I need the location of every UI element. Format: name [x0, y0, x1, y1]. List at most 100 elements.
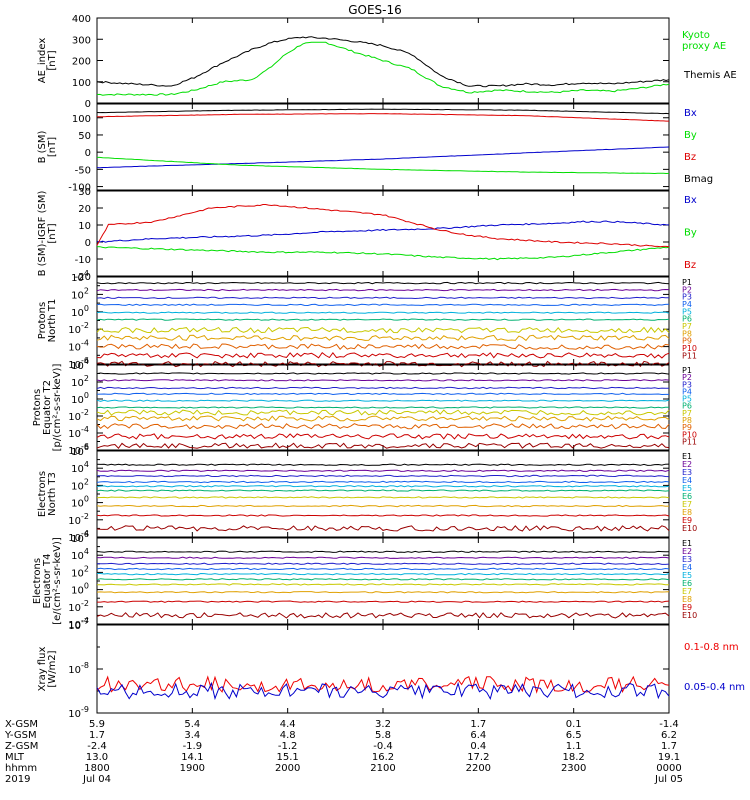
ephem-value: 14.1 [181, 752, 203, 763]
y-tick-label: 400 [72, 14, 91, 25]
y-tick-label: 100 [71, 391, 89, 406]
legend-entry: P8 [682, 329, 692, 338]
series-line [96, 550, 669, 553]
series-line [96, 36, 670, 88]
legend-entry: P4 [682, 387, 692, 396]
legend-entry: E3 [682, 555, 692, 564]
y-tick-label: 106 [71, 443, 89, 458]
legend-entry: Bmag [684, 174, 713, 185]
ephem-value: 2300 [561, 763, 586, 774]
ephem-value: -2.4 [87, 741, 107, 752]
series-line [96, 318, 670, 321]
ephem-value: 1900 [180, 763, 205, 774]
y-tick-label: 102 [71, 477, 89, 492]
y-tick-label: 100 [71, 495, 89, 510]
y-tick-label: 0 [85, 148, 91, 159]
y-axis-label: Equator T4 [42, 554, 53, 609]
legend-entry: P4 [682, 300, 692, 309]
series-line [96, 525, 670, 532]
y-tick-label: 10-6 [68, 442, 89, 457]
series-line [97, 600, 670, 603]
series-line [96, 612, 670, 619]
legend-entry: P1 [682, 278, 692, 287]
legend-entry: P7 [682, 409, 692, 418]
y-axis-label: B (SM) [37, 130, 48, 163]
legend-entry: Kyoto [682, 30, 710, 41]
y-tick-label: -50 [75, 165, 91, 176]
legend-entry: E6 [682, 492, 692, 501]
ephem-value: 5.9 [89, 719, 105, 730]
y-axis-label: [p/(cm²-s-sr-keV)] [52, 364, 63, 452]
y-tick-label: 10-2 [68, 599, 89, 614]
legend-entry: P10 [682, 430, 697, 439]
y-axis-label: [W/m2] [47, 650, 58, 687]
ephem-value: 6.2 [661, 730, 677, 741]
series-line [96, 583, 670, 586]
y-tick-label: 300 [72, 35, 91, 46]
legend-entry: E5 [682, 571, 692, 580]
series-line [96, 578, 670, 581]
legend-entry: E9 [682, 603, 692, 612]
legend-entry: P3 [682, 380, 692, 389]
legend-entry: E1 [682, 539, 692, 548]
legend-entry: P8 [682, 416, 692, 425]
legend-entry: P5 [682, 307, 692, 316]
y-axis-label: B (SM)-IGRF (SM) [37, 191, 48, 277]
year-label: 2019 [5, 774, 30, 785]
y-tick-label: 10-8 [68, 661, 89, 676]
y-tick-label: 10-9 [68, 705, 89, 720]
legend-entry: E7 [682, 500, 692, 509]
ephem-row-label: Z-GSM [5, 741, 38, 752]
y-tick-label: 10-6 [68, 356, 89, 371]
y-tick-label: -20 [75, 272, 91, 283]
ephem-value: -1.2 [278, 741, 298, 752]
series-line [97, 156, 670, 175]
ephem-value: 4.8 [280, 730, 296, 741]
y-tick-label: -100 [68, 183, 91, 194]
y-tick-label: 100 [72, 78, 91, 89]
legend-entry: By [684, 130, 697, 141]
panel-frame [96, 190, 670, 277]
legend-entry: Bx [684, 108, 697, 119]
legend-entry: 0.05-0.4 nm [684, 682, 745, 693]
y-tick-label: 10-4 [68, 339, 89, 354]
series-line [96, 675, 670, 694]
legend-entry: Bx [684, 195, 697, 206]
series-line [96, 41, 670, 96]
ephem-value: 5.4 [184, 719, 200, 730]
series-line [96, 343, 670, 350]
y-axis-label: Electrons [37, 471, 48, 517]
y-tick-label: 102 [71, 564, 89, 579]
legend-entry: P9 [682, 337, 692, 346]
legend-entry: P6 [682, 315, 692, 324]
legend-entry: P2 [682, 285, 692, 294]
legend-entry: E7 [682, 587, 692, 596]
ephemeris-table: X-GSM 5.9 5.4 4.4 3.2 1.7 0.1 -1.4 Y-GSM 1.7 3.4 4.… [4, 719, 683, 785]
series-line [96, 146, 670, 169]
series-line [96, 567, 670, 571]
series-line [96, 433, 670, 440]
series-line [97, 474, 670, 478]
series-line [96, 496, 670, 499]
legend-entry: E1 [682, 452, 692, 461]
y-tick-label: 0 [85, 99, 91, 110]
y-axis-label: Electrons [32, 558, 43, 604]
panel-protons_t2: 10-6 10-4 10-2 100 102 104 Protons Equator T2 [p… [32, 357, 697, 457]
legend-entry: P1 [682, 366, 692, 375]
ephem-value: 0000 [656, 763, 681, 774]
legend-entry: P7 [682, 322, 692, 331]
series-line [96, 288, 670, 292]
y-tick-label: 104 [71, 547, 89, 562]
series-line [96, 392, 669, 396]
panel-bsm: -100 -50 0 50 100 B (SM) [nT] Bx By Bz Bmag [37, 103, 713, 194]
series-line [96, 409, 670, 416]
ephem-value: 2000 [275, 763, 300, 774]
end-date: Jul 05 [654, 774, 683, 785]
series-line [96, 591, 670, 594]
legend-entry: E4 [682, 563, 692, 572]
panel-frame [96, 17, 670, 104]
y-tick-label: 104 [71, 460, 89, 475]
series-line [96, 485, 670, 488]
